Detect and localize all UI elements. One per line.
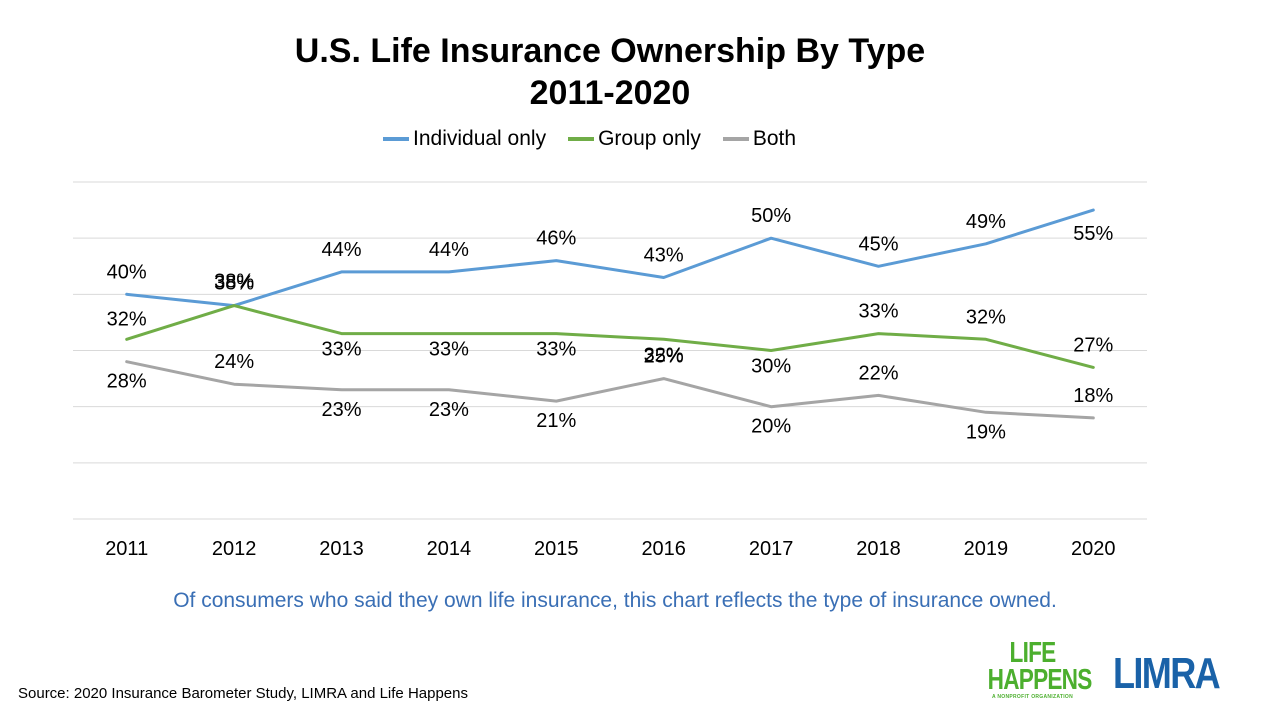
data-label-both: 18% [1073,385,1113,407]
data-label-both: 23% [429,399,469,421]
data-label-both: 19% [966,421,1006,443]
life-happens-logo-tagline: A NONPROFIT ORGANIZATION [991,694,1074,700]
series-lines [125,208,1095,420]
data-label-both: 28% [107,371,147,393]
limra-logo: LIMRA [1113,649,1221,698]
x-tick-label: 2020 [1071,538,1116,560]
data-label-both: 25% [644,346,684,368]
x-tick-label: 2011 [105,538,148,560]
x-tick-label: 2012 [212,538,257,560]
data-label-both: 22% [858,362,898,384]
legend-item-group-only: Group only [568,127,701,151]
source-note: Source: 2020 Insurance Barometer Study, … [18,685,468,702]
life-happens-logo: LIFE HAPPENS A NONPROFIT ORGANIZATION [975,637,1093,702]
data-labels: 40%38%44% 44%46%43%50%45%49%55%32%38%33% 3… [107,205,1114,443]
chart-subtitle: 2011-2020 [529,74,691,112]
data-label-individual-only: 40% [107,261,147,283]
x-tick-label: 2016 [641,538,686,560]
life-happens-logo-line1: LIFE [1009,637,1057,669]
x-axis-tick-labels: 2011 2012 2013 2014 2015 2016 2017 2018 2019 2020 [105,538,1115,560]
data-label-both: 24% [214,351,254,373]
data-label-individual-only: 46% [536,228,576,250]
grid-lines [73,181,1147,520]
data-label-individual-only: 49% [966,211,1006,233]
data-label-group-only: 30% [751,356,791,378]
life-happens-logo-line2: HAPPENS [987,664,1093,696]
legend-item-individual-only: Individual only [383,127,546,151]
x-tick-label: 2019 [964,538,1009,560]
legend-swatch-both [722,137,749,141]
data-label-group-only: 32% [644,344,684,366]
x-tick-label: 2013 [319,538,364,560]
data-label-individual-only: 44% [429,239,469,261]
data-label-individual-only: 55% [1073,223,1113,245]
legend: Individual only Group only Both [383,127,818,151]
data-label-both: 20% [751,416,791,438]
data-label-individual-only: 45% [858,233,898,255]
x-tick-label: 2014 [427,538,472,560]
data-label-individual-only: 50% [751,205,791,227]
data-label-group-only: 27% [1073,334,1113,356]
legend-label-individual-only: Individual only [413,127,547,150]
data-label-individual-only: 44% [321,239,361,261]
legend-item-both: Both [722,127,797,151]
data-label-group-only: 33% [536,339,576,361]
data-label-both: 21% [536,410,576,432]
legend-swatch-individual-only [383,137,409,141]
chart-title-block: U.S. Life Insurance Ownership By Type 20… [0,30,1220,114]
data-label-group-only: 33% [858,301,898,323]
data-label-both: 23% [321,399,361,421]
x-tick-label: 2018 [856,538,901,560]
data-label-individual-only: 38% [214,273,254,295]
data-label-group-only: 33% [429,339,469,361]
legend-swatch-group-only [568,137,595,141]
chart-caption: Of consumers who said they own life insu… [173,589,1057,612]
series-line-both [125,360,1095,420]
series-line-individual-only [125,208,1095,308]
chart-title: U.S. Life Insurance Ownership By Type [294,32,926,70]
series-line-group-only [125,304,1095,369]
x-tick-label: 2015 [534,538,579,560]
legend-label-group-only: Group only [598,127,701,150]
data-label-group-only: 32% [107,308,147,330]
legend-label-both: Both [752,127,797,150]
x-tick-label: 2017 [749,538,794,560]
data-label-group-only: 38% [214,271,254,293]
data-label-individual-only: 43% [644,244,684,266]
data-label-group-only: 33% [321,339,361,361]
data-label-group-only: 32% [966,306,1006,328]
